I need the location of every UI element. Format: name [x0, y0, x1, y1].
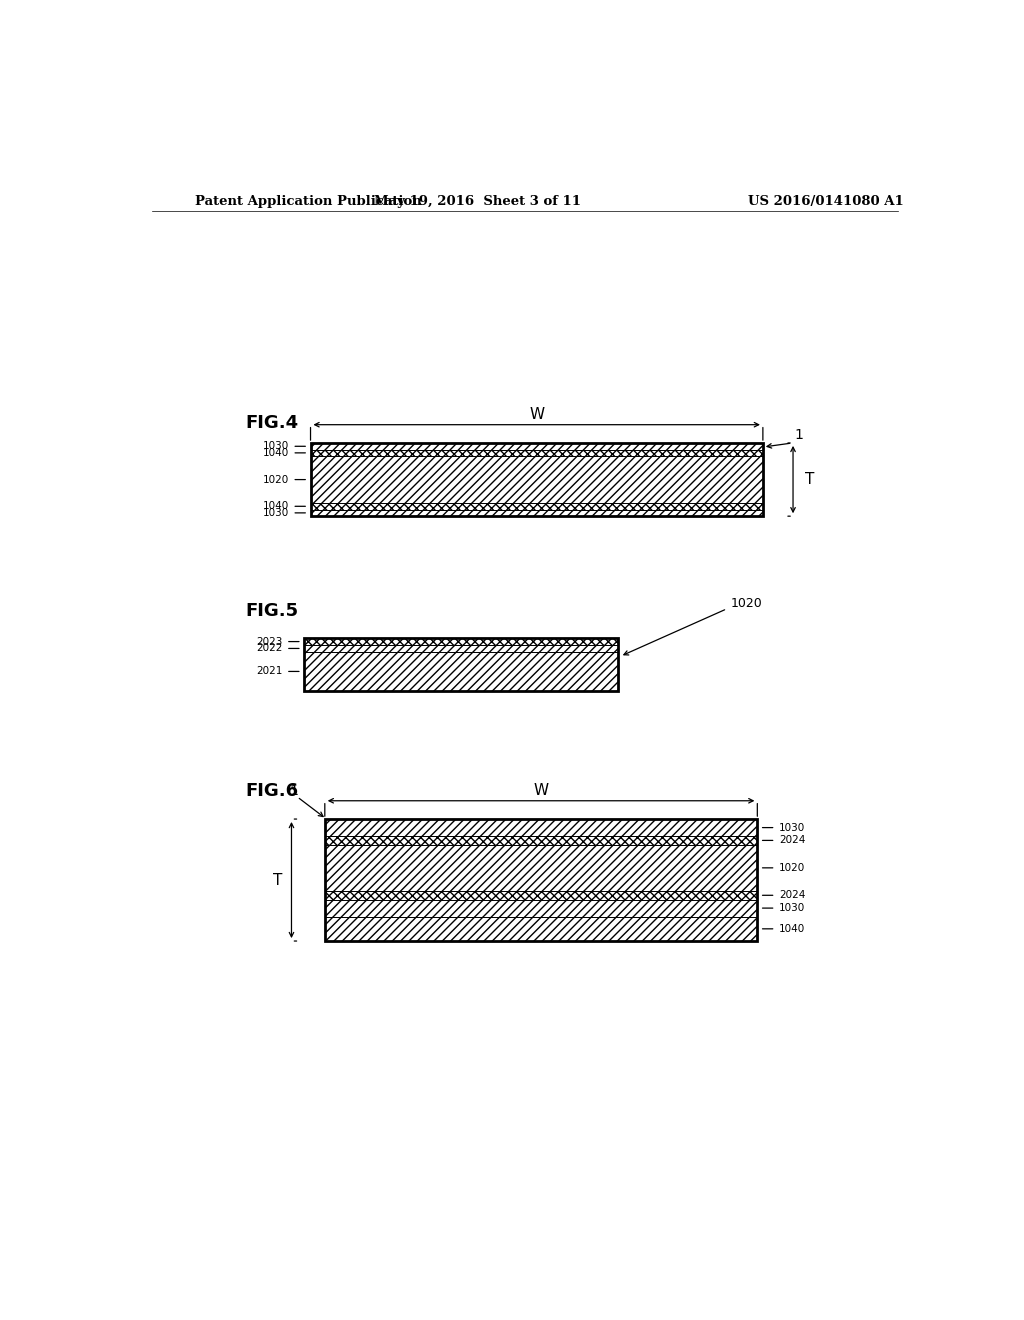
Bar [325, 891, 758, 899]
Bar [325, 916, 758, 941]
Text: 2022: 2022 [256, 643, 283, 653]
Bar [304, 645, 617, 652]
Text: 1030: 1030 [779, 822, 805, 833]
Text: T: T [805, 473, 814, 487]
Bar [325, 845, 758, 891]
Bar [304, 638, 617, 645]
Text: 1020: 1020 [779, 863, 805, 873]
Text: 1020: 1020 [263, 475, 289, 484]
Text: FIG.5: FIG.5 [246, 602, 299, 619]
Text: 1: 1 [795, 428, 804, 442]
Bar [304, 638, 617, 690]
Bar [310, 444, 763, 516]
Bar [325, 899, 758, 916]
Text: 1030: 1030 [263, 441, 289, 451]
Text: 1020: 1020 [731, 597, 763, 610]
Bar [325, 836, 758, 845]
Text: 2023: 2023 [256, 636, 283, 647]
Text: Patent Application Publication: Patent Application Publication [196, 194, 422, 207]
Text: 2024: 2024 [779, 836, 805, 845]
Text: T: T [272, 873, 282, 887]
Text: 1: 1 [289, 784, 298, 797]
Bar [310, 444, 763, 450]
Bar [325, 818, 758, 941]
Text: 1040: 1040 [263, 447, 289, 458]
Text: FIG.6: FIG.6 [246, 781, 299, 800]
Text: May 19, 2016  Sheet 3 of 11: May 19, 2016 Sheet 3 of 11 [374, 194, 581, 207]
Text: 2024: 2024 [779, 890, 805, 900]
Text: 1040: 1040 [779, 924, 805, 933]
Text: US 2016/0141080 A1: US 2016/0141080 A1 [749, 194, 904, 207]
Text: 2021: 2021 [256, 667, 283, 676]
Bar [304, 652, 617, 690]
Bar [310, 450, 763, 457]
Text: 1030: 1030 [263, 508, 289, 517]
Text: FIG.4: FIG.4 [246, 413, 299, 432]
Text: W: W [534, 783, 549, 799]
Bar [325, 818, 758, 836]
Bar [310, 457, 763, 503]
Text: W: W [529, 407, 545, 422]
Bar [310, 503, 763, 510]
Text: 1030: 1030 [779, 903, 805, 913]
Bar [310, 510, 763, 516]
Text: 1040: 1040 [263, 502, 289, 511]
